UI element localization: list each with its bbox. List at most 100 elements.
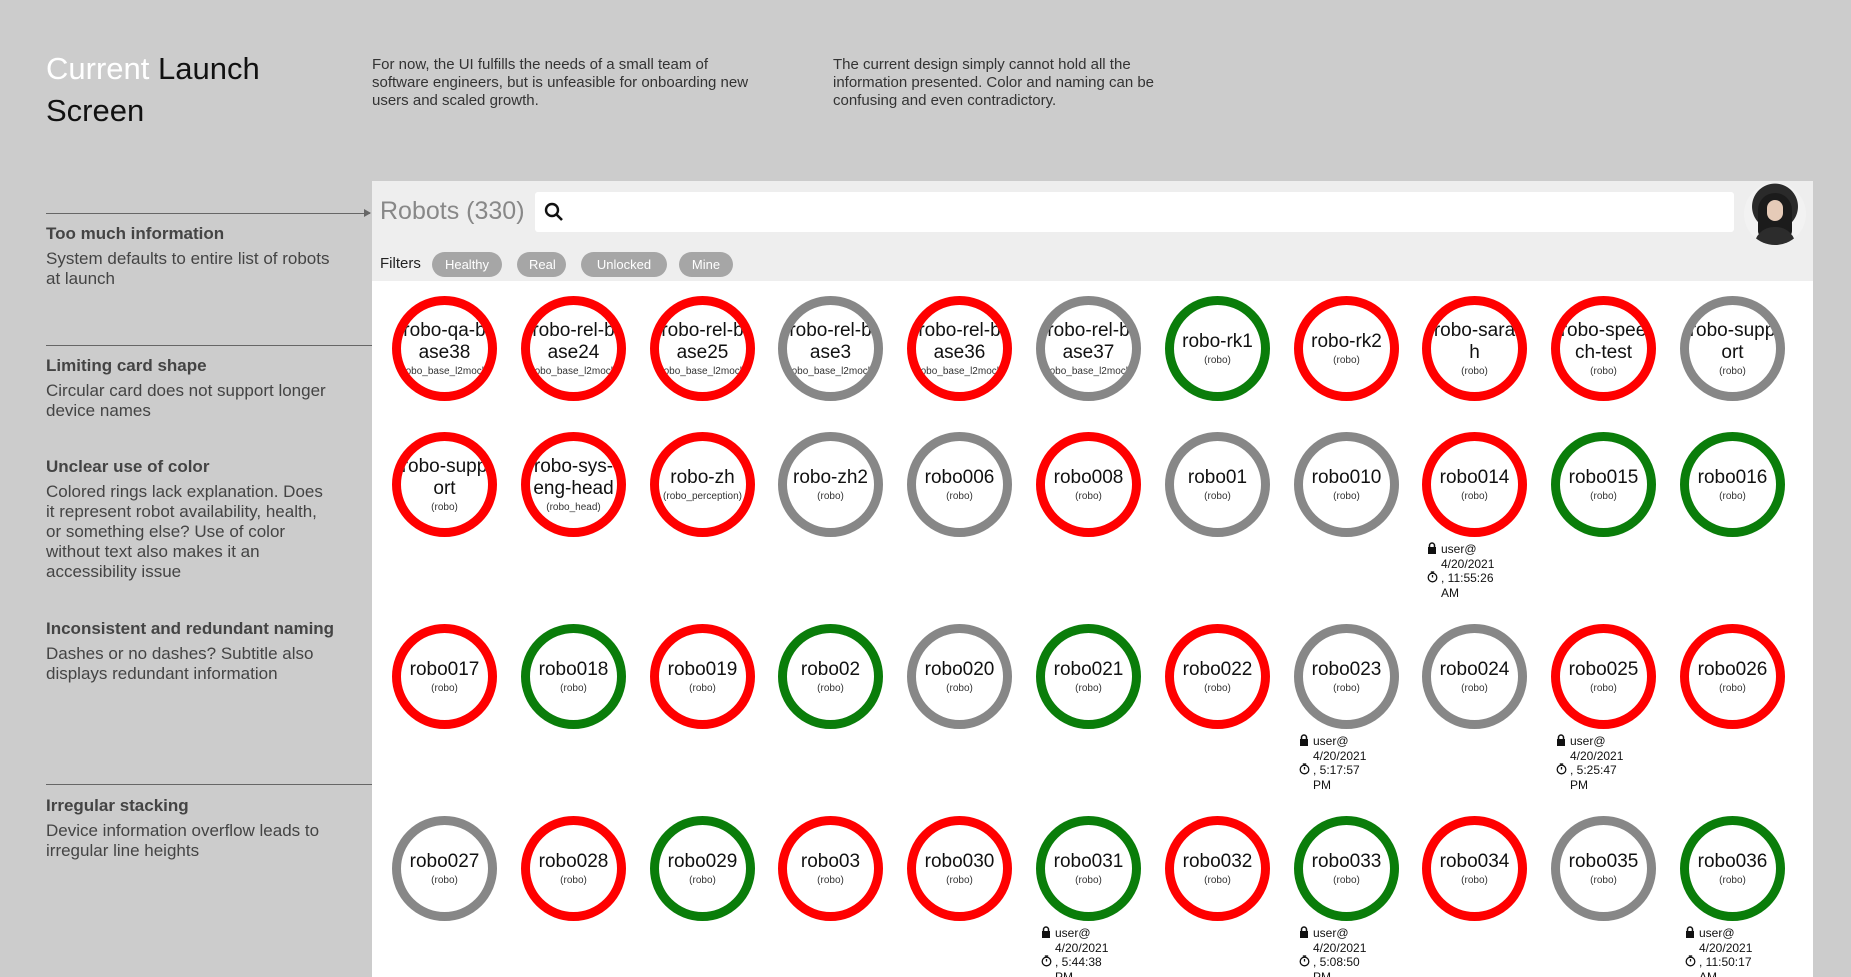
- status-ring[interactable]: robo028 (robo): [521, 816, 626, 921]
- status-ring[interactable]: robo023 (robo): [1294, 624, 1399, 729]
- robot-card[interactable]: robo-support (robo): [392, 432, 497, 537]
- status-ring[interactable]: robo-zh2 (robo): [778, 432, 883, 537]
- status-ring[interactable]: robo-rel-base24 (robo_base_l2mock): [521, 296, 626, 401]
- robot-card[interactable]: robo033 (robo) user@ 4/20/2021, 5:08:50 PM: [1294, 816, 1399, 977]
- robot-card[interactable]: robo-rel-base3 (robo_base_l2mock): [778, 296, 883, 401]
- status-ring[interactable]: robo017 (robo): [392, 624, 497, 729]
- page-title: Current Launch Screen: [46, 48, 366, 132]
- status-ring[interactable]: robo-sys-eng-head (robo_head): [521, 432, 626, 537]
- robot-card[interactable]: robo017 (robo): [392, 624, 497, 729]
- robot-card[interactable]: robo-speech-test (robo): [1551, 296, 1656, 401]
- robot-card[interactable]: robo023 (robo) user@ 4/20/2021, 5:17:57 PM: [1294, 624, 1399, 792]
- robot-card[interactable]: robo-sys-eng-head (robo_head): [521, 432, 626, 537]
- status-ring[interactable]: robo03 (robo): [778, 816, 883, 921]
- robot-card[interactable]: robo018 (robo): [521, 624, 626, 729]
- status-ring[interactable]: robo021 (robo): [1036, 624, 1141, 729]
- robot-card[interactable]: robo015 (robo): [1551, 432, 1656, 537]
- status-ring[interactable]: robo02 (robo): [778, 624, 883, 729]
- status-ring[interactable]: robo-rk1 (robo): [1165, 296, 1270, 401]
- robot-card[interactable]: robo006 (robo): [907, 432, 1012, 537]
- robot-card[interactable]: robo034 (robo): [1422, 816, 1527, 921]
- status-ring[interactable]: robo-rel-base37 (robo_base_l2mock): [1036, 296, 1141, 401]
- status-ring[interactable]: robo-rel-base3 (robo_base_l2mock): [778, 296, 883, 401]
- lock-time-row: , 5:25:47: [1556, 763, 1666, 778]
- status-ring[interactable]: robo030 (robo): [907, 816, 1012, 921]
- robot-card[interactable]: robo010 (robo): [1294, 432, 1399, 537]
- robot-card[interactable]: robo-rk2 (robo): [1294, 296, 1399, 401]
- robot-card[interactable]: robo-zh (robo_perception): [650, 432, 755, 537]
- status-ring[interactable]: robo-speech-test (robo): [1551, 296, 1656, 401]
- status-ring[interactable]: robo020 (robo): [907, 624, 1012, 729]
- filter-chip-real[interactable]: Real: [517, 252, 566, 277]
- robot-type: (robo): [1590, 365, 1617, 377]
- filter-chip-mine[interactable]: Mine: [679, 252, 733, 277]
- robot-card[interactable]: robo021 (robo): [1036, 624, 1141, 729]
- robot-card[interactable]: robo036 (robo) user@ 4/20/2021, 11:50:17 AM: [1680, 816, 1785, 977]
- status-ring[interactable]: robo01 (robo): [1165, 432, 1270, 537]
- status-ring[interactable]: robo015 (robo): [1551, 432, 1656, 537]
- status-ring[interactable]: robo019 (robo): [650, 624, 755, 729]
- status-ring[interactable]: robo026 (robo): [1680, 624, 1785, 729]
- robot-card[interactable]: robo-zh2 (robo): [778, 432, 883, 537]
- robot-card[interactable]: robo01 (robo): [1165, 432, 1270, 537]
- status-ring[interactable]: robo014 (robo): [1422, 432, 1527, 537]
- robot-card[interactable]: robo027 (robo): [392, 816, 497, 921]
- status-ring[interactable]: robo-support (robo): [1680, 296, 1785, 401]
- search-input[interactable]: [535, 192, 1734, 232]
- robot-card[interactable]: robo026 (robo): [1680, 624, 1785, 729]
- robot-card[interactable]: robo020 (robo): [907, 624, 1012, 729]
- filter-chip-unlocked[interactable]: Unlocked: [581, 252, 667, 277]
- status-ring[interactable]: robo-support (robo): [392, 432, 497, 537]
- robot-card[interactable]: robo03 (robo): [778, 816, 883, 921]
- robot-type: (robo): [560, 682, 587, 694]
- filter-chip-healthy[interactable]: Healthy: [432, 252, 502, 277]
- robot-card[interactable]: robo031 (robo) user@ 4/20/2021, 5:44:38 PM: [1036, 816, 1141, 977]
- status-ring[interactable]: robo031 (robo): [1036, 816, 1141, 921]
- robot-card[interactable]: robo-rel-base37 (robo_base_l2mock): [1036, 296, 1141, 401]
- robot-card[interactable]: robo-rel-base36 (robo_base_l2mock): [907, 296, 1012, 401]
- robot-card[interactable]: robo-rel-base24 (robo_base_l2mock): [521, 296, 626, 401]
- status-ring[interactable]: robo016 (robo): [1680, 432, 1785, 537]
- robot-card[interactable]: robo-rel-base25 (robo_base_l2mock): [650, 296, 755, 401]
- status-ring[interactable]: robo025 (robo): [1551, 624, 1656, 729]
- robot-card[interactable]: robo-rk1 (robo): [1165, 296, 1270, 401]
- status-ring[interactable]: robo029 (robo): [650, 816, 755, 921]
- status-ring[interactable]: robo-sarah (robo): [1422, 296, 1527, 401]
- status-ring[interactable]: robo024 (robo): [1422, 624, 1527, 729]
- status-ring[interactable]: robo006 (robo): [907, 432, 1012, 537]
- robot-card[interactable]: robo030 (robo): [907, 816, 1012, 921]
- status-ring[interactable]: robo034 (robo): [1422, 816, 1527, 921]
- status-ring[interactable]: robo033 (robo): [1294, 816, 1399, 921]
- robot-card[interactable]: robo024 (robo): [1422, 624, 1527, 729]
- robot-type: (robo): [431, 682, 458, 694]
- robot-card[interactable]: robo022 (robo): [1165, 624, 1270, 729]
- avatar[interactable]: [1744, 183, 1806, 245]
- robot-card[interactable]: robo-support (robo): [1680, 296, 1785, 401]
- robot-card[interactable]: robo025 (robo) user@ 4/20/2021, 5:25:47 PM: [1551, 624, 1656, 792]
- status-ring[interactable]: robo-rel-base25 (robo_base_l2mock): [650, 296, 755, 401]
- robot-card[interactable]: robo035 (robo): [1551, 816, 1656, 921]
- status-ring[interactable]: robo010 (robo): [1294, 432, 1399, 537]
- robot-card[interactable]: robo029 (robo): [650, 816, 755, 921]
- status-ring[interactable]: robo027 (robo): [392, 816, 497, 921]
- robot-card[interactable]: robo016 (robo): [1680, 432, 1785, 537]
- status-ring[interactable]: robo022 (robo): [1165, 624, 1270, 729]
- robot-card[interactable]: robo008 (robo): [1036, 432, 1141, 537]
- status-ring[interactable]: robo-rel-base36 (robo_base_l2mock): [907, 296, 1012, 401]
- robot-card[interactable]: robo-sarah (robo): [1422, 296, 1527, 401]
- status-ring[interactable]: robo035 (robo): [1551, 816, 1656, 921]
- status-ring[interactable]: robo-rk2 (robo): [1294, 296, 1399, 401]
- status-ring[interactable]: robo-zh (robo_perception): [650, 432, 755, 537]
- robot-card[interactable]: robo019 (robo): [650, 624, 755, 729]
- status-ring[interactable]: robo032 (robo): [1165, 816, 1270, 921]
- robot-card[interactable]: robo-qa-base38 (robo_base_l2mock): [392, 296, 497, 401]
- status-ring[interactable]: robo036 (robo): [1680, 816, 1785, 921]
- robot-name: robo-speech-test: [1560, 319, 1647, 363]
- robot-card[interactable]: robo02 (robo): [778, 624, 883, 729]
- robot-card[interactable]: robo028 (robo): [521, 816, 626, 921]
- robot-card[interactable]: robo032 (robo): [1165, 816, 1270, 921]
- status-ring[interactable]: robo008 (robo): [1036, 432, 1141, 537]
- status-ring[interactable]: robo018 (robo): [521, 624, 626, 729]
- status-ring[interactable]: robo-qa-base38 (robo_base_l2mock): [392, 296, 497, 401]
- robot-card[interactable]: robo014 (robo) user@ 4/20/2021, 11:55:26 AM: [1422, 432, 1527, 600]
